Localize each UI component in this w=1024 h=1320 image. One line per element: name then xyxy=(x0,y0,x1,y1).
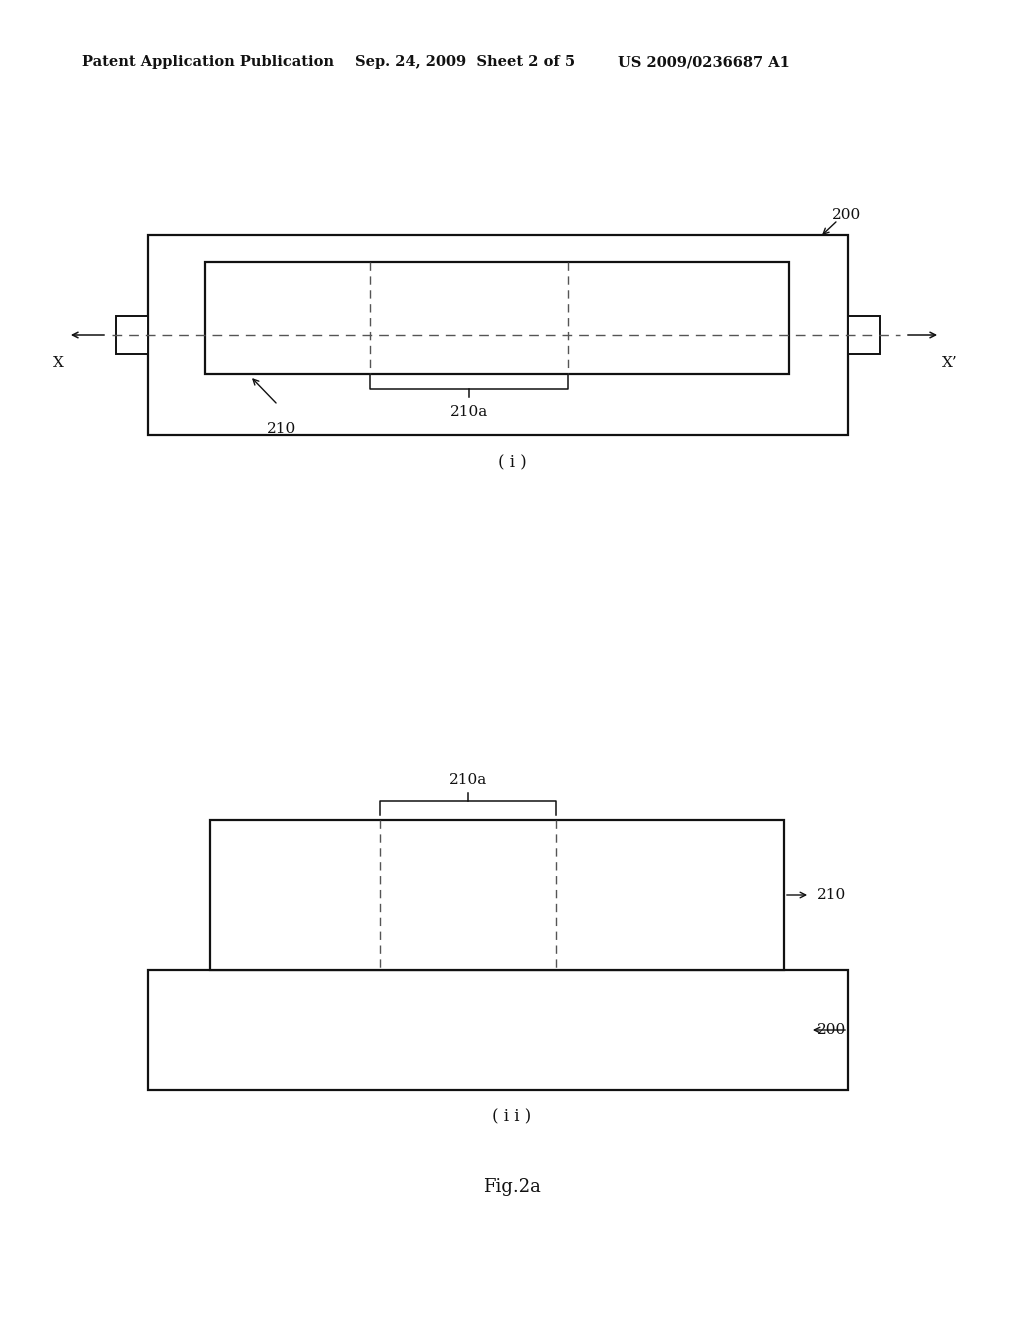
Text: 200: 200 xyxy=(831,209,861,222)
Text: ( i ): ( i ) xyxy=(498,454,526,471)
Text: Patent Application Publication: Patent Application Publication xyxy=(82,55,334,69)
Text: ( i i ): ( i i ) xyxy=(493,1107,531,1125)
Text: 200: 200 xyxy=(817,1023,846,1038)
Text: 210: 210 xyxy=(817,888,846,902)
Text: 210a: 210a xyxy=(450,405,488,418)
Bar xyxy=(148,235,848,436)
Text: Sep. 24, 2009  Sheet 2 of 5: Sep. 24, 2009 Sheet 2 of 5 xyxy=(355,55,575,69)
Bar xyxy=(116,315,148,354)
Text: 210a: 210a xyxy=(449,774,487,787)
Text: 210: 210 xyxy=(267,422,297,436)
Bar xyxy=(848,315,880,354)
Text: X: X xyxy=(52,356,63,370)
Bar xyxy=(148,970,848,1090)
Bar xyxy=(210,820,784,970)
Bar xyxy=(205,261,790,374)
Text: Fig.2a: Fig.2a xyxy=(483,1177,541,1196)
Text: US 2009/0236687 A1: US 2009/0236687 A1 xyxy=(618,55,790,69)
Text: X’: X’ xyxy=(942,356,957,370)
